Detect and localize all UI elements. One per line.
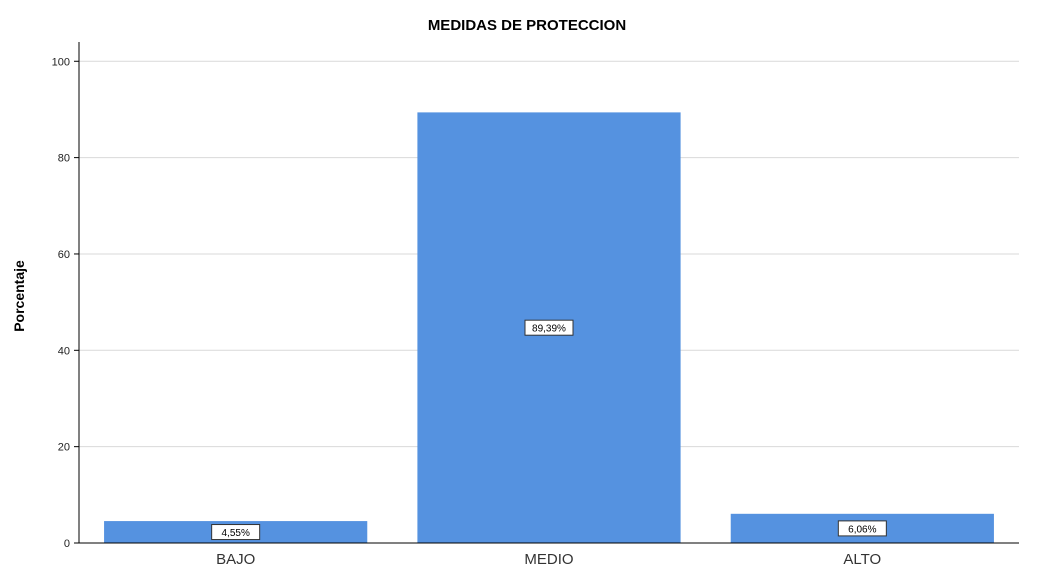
y-tick-label: 0 <box>64 538 70 550</box>
x-tick-label: BAJO <box>216 551 255 568</box>
data-label-box <box>524 319 574 336</box>
data-label-alto: 6,06% <box>837 520 887 537</box>
chart-title: MEDIDAS DE PROTECCION <box>428 17 626 34</box>
data-label-bajo: 4,55% <box>211 524 261 541</box>
y-axis-label: Porcentaje <box>11 260 27 332</box>
y-tick-label: 20 <box>58 442 70 454</box>
data-label-text: 89,39% <box>532 324 566 335</box>
data-label-text: 4,55% <box>221 528 249 539</box>
y-tick-label: 60 <box>58 249 70 261</box>
data-label-box <box>837 520 887 537</box>
data-label-medio: 89,39% <box>524 319 574 336</box>
y-axis-ticks: 0 20 40 60 80 100 <box>52 56 79 550</box>
x-tick-label: ALTO <box>843 551 881 568</box>
y-tick-label: 80 <box>58 153 70 165</box>
data-label-text: 6,06% <box>848 524 876 535</box>
data-labels: 4,55% 89,39% 6,06% <box>211 319 887 541</box>
y-tick-label: 100 <box>52 56 70 68</box>
x-axis-ticks: BAJO MEDIO ALTO <box>216 551 881 568</box>
y-tick-label: 40 <box>58 345 70 357</box>
x-tick-label: MEDIO <box>524 551 573 568</box>
data-label-box <box>211 524 261 541</box>
